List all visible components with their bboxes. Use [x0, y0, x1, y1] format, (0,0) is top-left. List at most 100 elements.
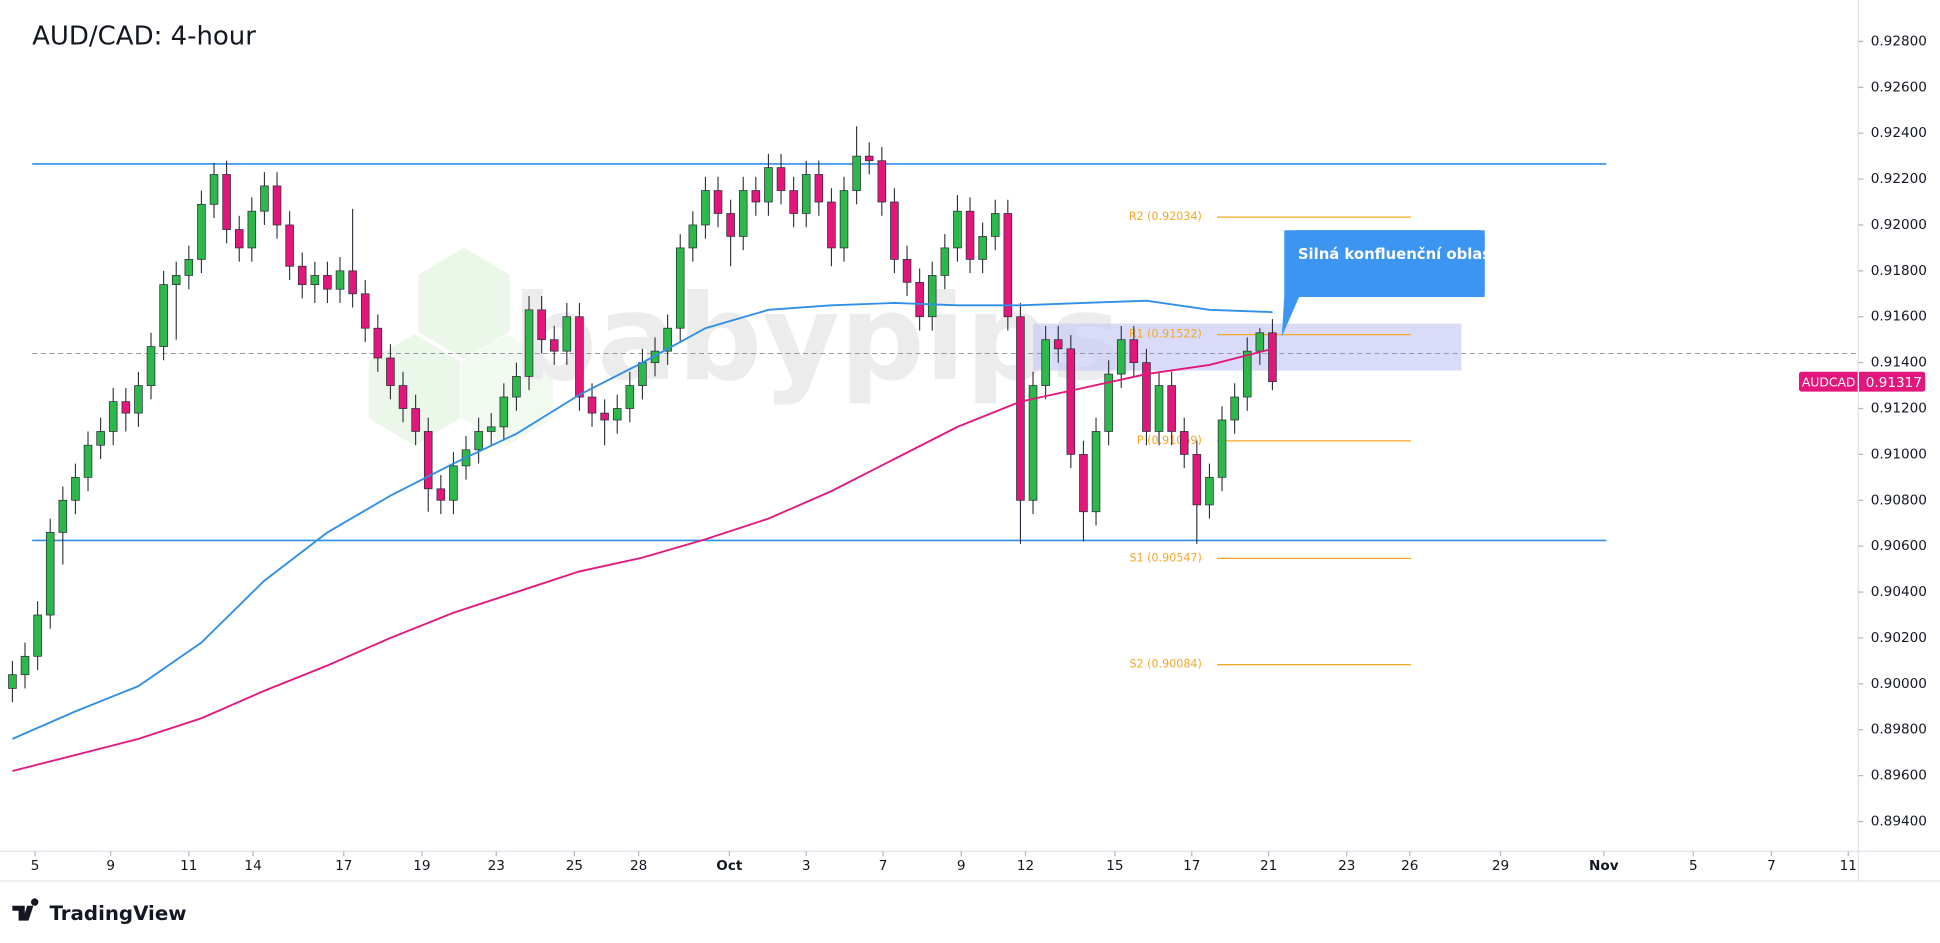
x-tick-label: 7: [1767, 858, 1776, 874]
candle-body: [1116, 339, 1126, 375]
candle-body: [260, 185, 269, 212]
brand-name: TradingView: [49, 902, 186, 925]
candle-body: [940, 247, 950, 276]
candle-body: [323, 275, 332, 290]
candle-body: [1016, 316, 1025, 501]
candle-body: [146, 346, 156, 386]
candle-body: [852, 155, 861, 191]
y-tick-label: 0.91800: [1871, 263, 1927, 279]
x-tick-label: 11: [180, 858, 197, 874]
x-tick-label: 3: [802, 858, 811, 874]
callout-box: [1290, 230, 1485, 298]
candle-body: [134, 385, 143, 414]
candle-body: [1053, 339, 1063, 350]
x-tick-label: 21: [1260, 858, 1277, 874]
candle-body: [285, 224, 294, 267]
x-tick-label: 9: [957, 858, 966, 874]
y-tick-label: 0.91000: [1871, 446, 1927, 462]
candle-body: [449, 465, 458, 501]
x-tick-label: 5: [31, 858, 40, 874]
candle-body: [209, 174, 219, 205]
candle-body: [1091, 431, 1101, 513]
candle-body: [8, 674, 17, 689]
x-tick-label: 17: [335, 858, 352, 874]
y-tick-label: 0.91600: [1871, 309, 1927, 325]
candle-body: [953, 210, 962, 249]
x-tick-label: 9: [106, 858, 115, 874]
candle-body: [587, 396, 597, 414]
candle-body: [902, 259, 912, 283]
price-tag-value: 0.91317: [1866, 375, 1922, 391]
candle-body: [247, 210, 257, 249]
x-tick-label: 15: [1106, 858, 1123, 874]
candle-body: [726, 213, 735, 237]
callout: Silná konfluenční oblast: [1281, 230, 1498, 337]
x-tick-label: 29: [1492, 858, 1509, 874]
candle-body: [1242, 350, 1252, 398]
candle-body: [1230, 396, 1239, 421]
candle-body: [499, 396, 509, 428]
candle-body: [83, 444, 93, 478]
candle-body: [348, 270, 357, 295]
candle-body: [411, 408, 420, 432]
candle-body: [1129, 339, 1139, 363]
candle-body: [297, 265, 307, 285]
candle-body: [1192, 454, 1202, 506]
candle-body: [1167, 385, 1176, 432]
x-tick-label: Nov: [1589, 858, 1619, 874]
x-tick-label: 23: [1338, 858, 1355, 874]
candle-body: [121, 401, 131, 414]
candle-body: [1142, 362, 1151, 432]
candle-body: [512, 376, 521, 398]
callout-text: Silná konfluenční oblast: [1298, 246, 1498, 263]
candle-body: [549, 339, 559, 352]
candle-body: [688, 224, 698, 249]
candle-body: [159, 284, 168, 347]
candle-body: [398, 385, 408, 409]
candle-body: [1041, 339, 1050, 386]
candle-body: [1154, 385, 1164, 432]
y-tick-label: 0.90600: [1871, 538, 1927, 554]
candle-body: [184, 259, 194, 276]
x-tick-label: 25: [566, 858, 583, 874]
candle-body: [171, 275, 181, 285]
moving-average: [12, 347, 1273, 772]
x-tick-label: 12: [1017, 858, 1034, 874]
candle-body: [33, 614, 42, 657]
candle-body: [1028, 385, 1038, 501]
y-tick-label: 0.92600: [1871, 79, 1927, 95]
candle-body: [789, 190, 798, 214]
candle-body: [638, 362, 647, 386]
candle-body: [1205, 476, 1214, 506]
candle-body: [575, 316, 584, 398]
x-tick-label: 28: [630, 858, 647, 874]
candle-body: [1104, 373, 1113, 432]
candle-body: [978, 236, 987, 260]
candle-body: [272, 185, 282, 226]
pivot-label: S1 (0.90547): [1129, 551, 1201, 564]
candle-body: [486, 426, 496, 432]
candle-body: [965, 210, 975, 260]
candle-body: [1066, 348, 1076, 455]
candle-body: [20, 655, 30, 676]
y-tick-label: 0.89800: [1871, 722, 1927, 738]
candle-body: [45, 532, 55, 616]
candle-body: [915, 281, 924, 318]
candle-body: [562, 316, 572, 352]
candle-body: [675, 247, 685, 329]
candle-body: [814, 174, 824, 203]
candle-body: [373, 327, 383, 359]
watermark-hexagon: [418, 247, 510, 359]
candle-body: [990, 213, 1000, 237]
y-tick-label: 0.92800: [1871, 33, 1927, 49]
y-tick-label: 0.90000: [1871, 676, 1927, 692]
candle-body: [524, 309, 534, 377]
candle-body: [864, 155, 874, 162]
candle-body: [108, 401, 118, 432]
candle-body: [1079, 454, 1088, 513]
y-tick-label: 0.90800: [1871, 492, 1927, 508]
price-tag-symbol: AUDCAD: [1802, 375, 1856, 389]
candle-body: [713, 190, 723, 214]
